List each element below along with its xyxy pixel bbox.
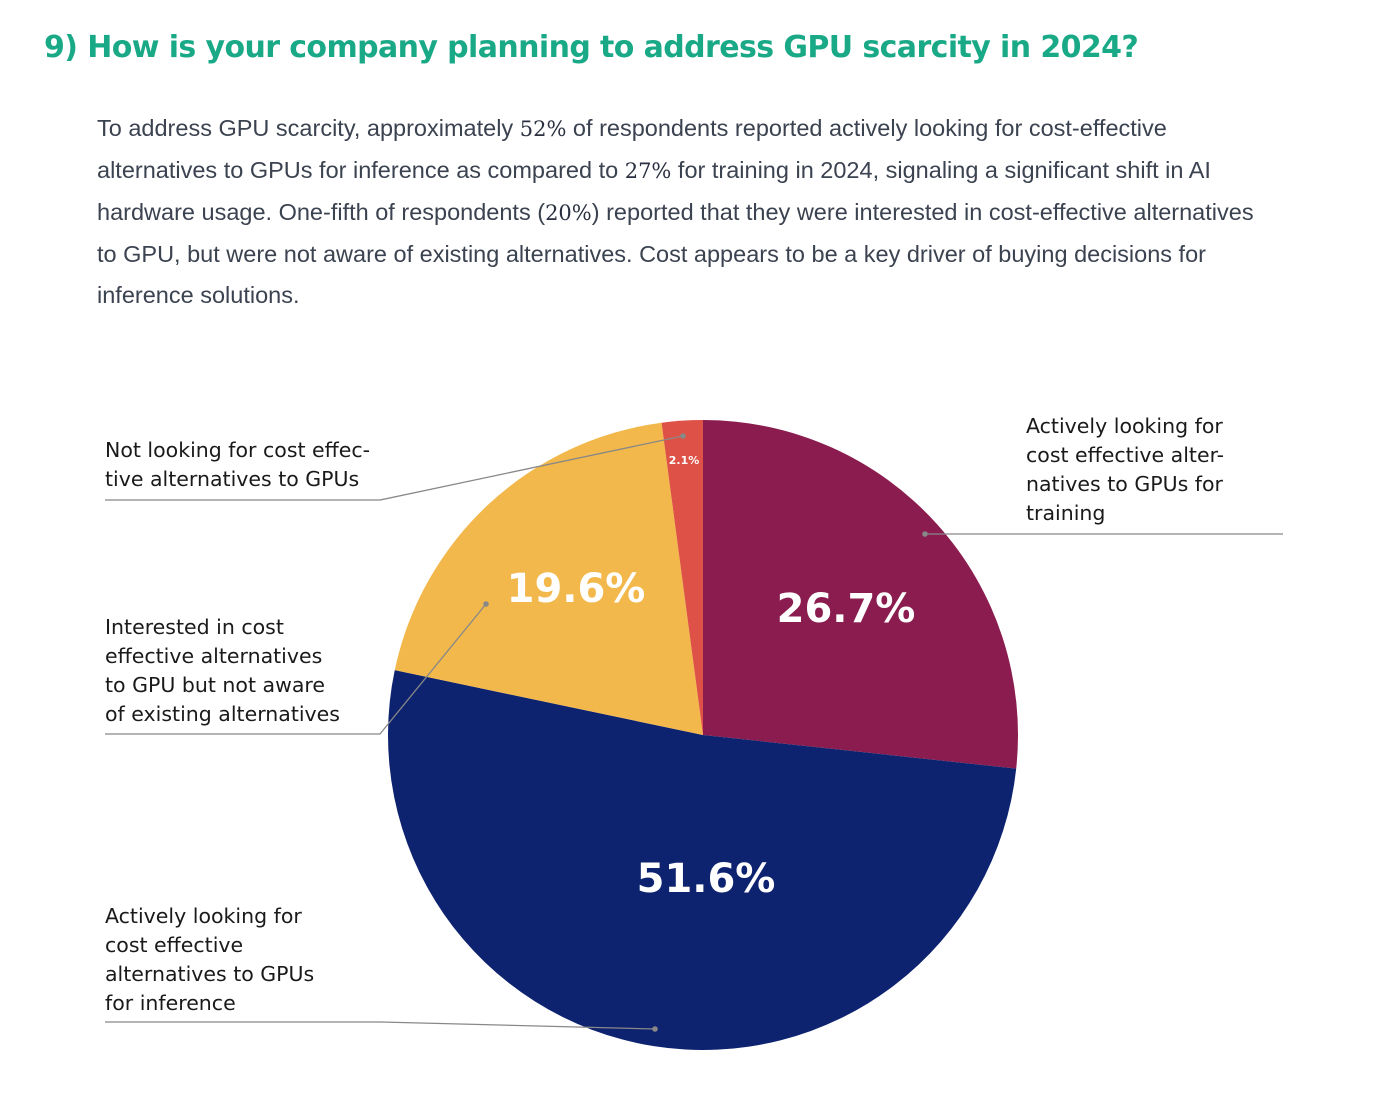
slice-value-label: 2.1% <box>669 454 700 467</box>
stat-number: 27% <box>624 159 672 183</box>
slice-category-label: Not looking for cost effec-tive alternat… <box>105 438 370 491</box>
leader-line <box>105 1021 656 1030</box>
label-line: Actively looking for <box>105 904 302 928</box>
paragraph-text: for training in 2024, signaling a signif… <box>97 157 1211 225</box>
slice-value-label: 19.6% <box>507 566 646 612</box>
slice-value-label: 51.6% <box>637 856 776 902</box>
pie-slice <box>394 422 703 735</box>
label-line: cost effective alter- <box>1026 443 1224 467</box>
label-line: of existing alternatives <box>105 702 340 726</box>
label-line: to GPU but not aware <box>105 673 325 697</box>
leader-dot <box>652 1026 658 1032</box>
label-line: Not looking for cost effec- <box>105 438 370 462</box>
label-line: tive alternatives to GPUs <box>105 467 359 491</box>
slice-category-label: Actively looking for cost effective alter… <box>1026 414 1224 525</box>
stat-number: 20% <box>545 201 592 225</box>
page-title: 9) How is your company planning to addre… <box>44 30 1139 65</box>
leader-dot <box>680 433 686 439</box>
pie-slice <box>661 420 703 735</box>
label-line: cost effective <box>105 933 243 957</box>
label-line: Interested in cost <box>105 615 284 639</box>
leader-line <box>105 435 684 501</box>
slice-category-label: Interested in cost effective alternatives… <box>105 615 340 726</box>
label-line: training <box>1026 501 1105 525</box>
slice-value-label: 26.7% <box>777 586 916 632</box>
pie-slice <box>703 420 1018 769</box>
label-line: for inference <box>105 991 236 1015</box>
leader-line <box>105 603 487 735</box>
label-line: natives to GPUs for <box>1026 472 1224 496</box>
leader-dot <box>922 531 928 537</box>
label-line: alternatives to GPUs <box>105 962 314 986</box>
summary-paragraph: To address GPU scarcity, approximately 5… <box>97 108 1257 316</box>
stat-number: 52% <box>519 117 567 141</box>
slice-category-label: Actively looking for cost effective altern… <box>105 904 314 1015</box>
pie-slice <box>388 670 1017 1050</box>
leader-dot <box>483 601 489 607</box>
label-line: Actively looking for <box>1026 414 1223 438</box>
paragraph-text: To address GPU scarcity, approximately <box>97 115 520 141</box>
paragraph-text: ) reported that they were interested in … <box>97 199 1254 308</box>
label-line: effective alternatives <box>105 644 322 668</box>
paragraph-text: of respondents reported actively looking… <box>97 115 1167 183</box>
